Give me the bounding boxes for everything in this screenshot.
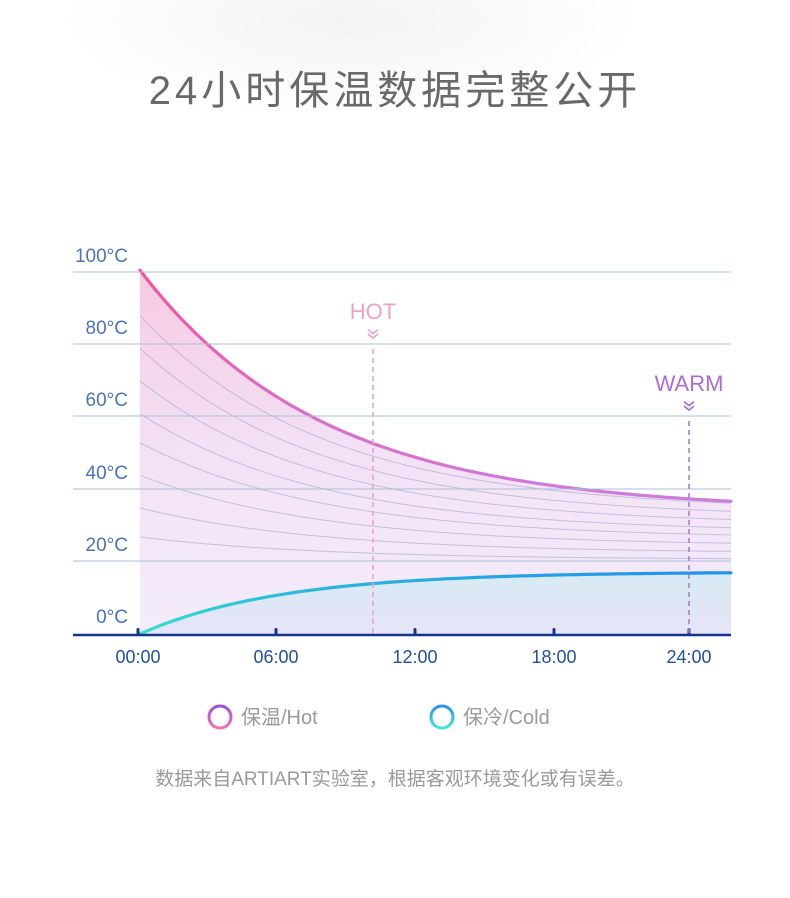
svg-text:80°C: 80°C (86, 318, 128, 339)
svg-text:12:00: 12:00 (392, 647, 437, 667)
svg-text:100°C: 100°C (75, 246, 128, 267)
svg-text:24:00: 24:00 (666, 647, 711, 667)
svg-text:06:00: 06:00 (253, 647, 298, 667)
svg-text:保温/Hot: 保温/Hot (241, 706, 318, 729)
svg-text:18:00: 18:00 (531, 647, 576, 667)
svg-text:60°C: 60°C (86, 390, 128, 411)
svg-text:HOT: HOT (350, 299, 396, 324)
svg-text:40°C: 40°C (86, 463, 128, 484)
svg-text:0°C: 0°C (96, 607, 128, 628)
svg-text:保冷/Cold: 保冷/Cold (463, 706, 550, 729)
svg-text:20°C: 20°C (86, 535, 128, 556)
svg-text:WARM: WARM (655, 371, 724, 396)
svg-text:00:00: 00:00 (115, 647, 160, 667)
